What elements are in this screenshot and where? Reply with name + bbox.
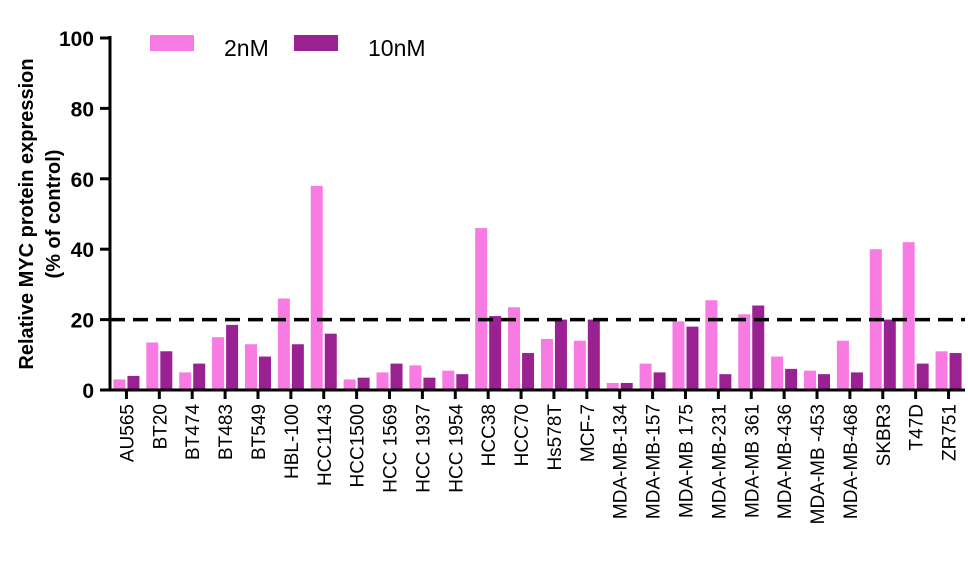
bar-10nm-10 bbox=[456, 374, 469, 390]
x-tick-label: BT474 bbox=[183, 404, 204, 460]
bar-2nm-0 bbox=[113, 379, 126, 390]
y-tick-label: 80 bbox=[71, 98, 94, 121]
bar-10nm-1 bbox=[160, 351, 173, 390]
x-tick-label: MDA-MB-468 bbox=[841, 404, 862, 519]
bar-2nm-2 bbox=[179, 372, 192, 390]
legend-label-2nm: 2nM bbox=[224, 35, 269, 61]
bar-10nm-0 bbox=[127, 375, 140, 390]
bar-10nm-12 bbox=[522, 353, 535, 390]
bar-10nm-21 bbox=[818, 374, 831, 390]
x-tick-label: MDA-MB 175 bbox=[676, 404, 697, 518]
bar-10nm-20 bbox=[785, 368, 798, 390]
y-axis-label-line: Relative MYC protein expression bbox=[16, 58, 38, 369]
bar-2nm-10 bbox=[442, 370, 455, 390]
bar-10nm-5 bbox=[291, 344, 304, 390]
bar-2nm-19 bbox=[738, 314, 751, 390]
x-tick-label: MDA-MB-231 bbox=[709, 404, 730, 519]
x-tick-label: T47D bbox=[907, 404, 928, 450]
bar-2nm-9 bbox=[409, 365, 422, 390]
bar-2nm-7 bbox=[343, 379, 356, 390]
x-tick-label: HCC 1954 bbox=[446, 404, 467, 493]
bar-2nm-8 bbox=[376, 372, 389, 390]
bar-10nm-15 bbox=[620, 382, 633, 390]
bar-10nm-14 bbox=[587, 319, 600, 390]
bar-2nm-25 bbox=[935, 351, 948, 390]
x-tick-label: MDA-MB 361 bbox=[742, 404, 763, 518]
x-tick-label: HBL-100 bbox=[282, 404, 303, 479]
x-tick-label: MCF-7 bbox=[578, 404, 599, 462]
bar-10nm-2 bbox=[193, 363, 206, 390]
y-tick-label: 40 bbox=[71, 239, 94, 262]
y-tick-label: 0 bbox=[82, 380, 94, 403]
x-tick-label: HCC38 bbox=[479, 404, 500, 466]
bar-10nm-16 bbox=[653, 372, 666, 390]
bar-2nm-17 bbox=[672, 321, 685, 390]
y-axis-label-line: (% of control) bbox=[43, 150, 65, 279]
legend-swatch-2nm bbox=[150, 35, 194, 51]
bar-2nm-18 bbox=[705, 300, 718, 390]
bar-10nm-6 bbox=[324, 333, 337, 390]
x-tick-label: MDA-MB -453 bbox=[808, 404, 829, 524]
x-tick-label: ZR751 bbox=[940, 404, 961, 461]
x-axis-ticks: AU565 BT20 BT474 BT483 BT549 HBL-100 HCC1143 HC… bbox=[117, 390, 961, 524]
x-tick-label: MDA-MB-436 bbox=[775, 404, 796, 519]
x-tick-label: SKBR3 bbox=[874, 404, 895, 466]
bar-2nm-14 bbox=[573, 340, 586, 390]
x-tick-label: HCC70 bbox=[512, 404, 533, 466]
x-tick-label: BT549 bbox=[249, 404, 270, 460]
bar-2nm-5 bbox=[277, 298, 290, 390]
bar-2nm-4 bbox=[244, 344, 257, 390]
bar-2nm-3 bbox=[212, 337, 225, 390]
legend-swatch-10nm bbox=[294, 35, 338, 51]
x-tick-label: HCC1143 bbox=[315, 404, 336, 486]
bar-10nm-18 bbox=[719, 374, 732, 390]
x-tick-label: Hs578T bbox=[545, 404, 566, 471]
bar-2nm-24 bbox=[902, 242, 915, 390]
bar-2nm-6 bbox=[310, 185, 323, 390]
bar-2nm-16 bbox=[639, 363, 652, 390]
y-tick-label: 60 bbox=[71, 169, 94, 192]
x-tick-label: AU565 bbox=[117, 404, 138, 462]
legend-label-10nm: 10nM bbox=[368, 35, 426, 61]
x-tick-label: BT20 bbox=[150, 404, 171, 449]
axes bbox=[108, 36, 965, 392]
y-tick-label: 20 bbox=[71, 310, 94, 333]
y-axis-label: Relative MYC protein expression (% of con… bbox=[16, 58, 65, 369]
bar-10nm-25 bbox=[949, 353, 962, 390]
bar-2nm-22 bbox=[836, 340, 849, 390]
bar-10nm-22 bbox=[850, 372, 863, 390]
bar-2nm-1 bbox=[146, 342, 159, 390]
bar-10nm-7 bbox=[357, 377, 370, 390]
bar-10nm-17 bbox=[686, 326, 699, 390]
x-tick-label: MDA-MB-157 bbox=[644, 404, 665, 519]
bars bbox=[113, 185, 962, 390]
x-tick-label: HCC 1569 bbox=[381, 404, 402, 493]
bar-2nm-15 bbox=[606, 382, 619, 390]
bar-10nm-19 bbox=[752, 305, 765, 390]
bar-10nm-4 bbox=[258, 356, 271, 390]
bar-2nm-12 bbox=[508, 307, 521, 390]
bar-10nm-9 bbox=[423, 377, 436, 390]
legend: 2nM 10nM bbox=[150, 35, 426, 61]
bar-2nm-21 bbox=[804, 370, 817, 390]
bar-2nm-20 bbox=[771, 356, 784, 390]
x-tick-label: BT483 bbox=[216, 404, 237, 460]
x-tick-label: MDA-MB-134 bbox=[611, 404, 632, 520]
x-tick-label: HCC 1937 bbox=[413, 404, 434, 493]
bar-2nm-11 bbox=[475, 228, 488, 390]
y-axis-ticks: 0 20 40 60 80 100 bbox=[59, 28, 110, 403]
bar-10nm-23 bbox=[883, 319, 896, 390]
bar-10nm-11 bbox=[489, 316, 502, 390]
bar-10nm-3 bbox=[226, 324, 239, 390]
x-tick-label: HCC1500 bbox=[348, 404, 369, 487]
bar-10nm-13 bbox=[554, 319, 567, 390]
bar-10nm-8 bbox=[390, 363, 403, 390]
y-tick-label: 100 bbox=[59, 28, 94, 51]
bar-2nm-13 bbox=[540, 338, 553, 390]
bar-10nm-24 bbox=[916, 363, 929, 390]
